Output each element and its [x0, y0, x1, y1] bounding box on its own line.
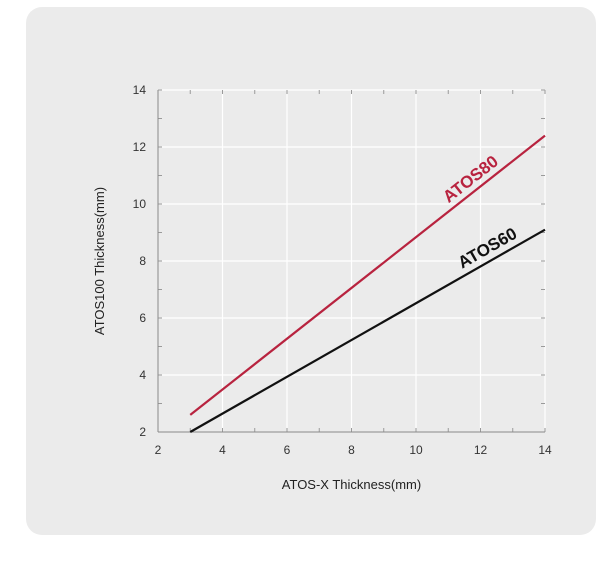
- y-tick-label: 14: [133, 83, 147, 97]
- series-lines: [189, 134, 546, 433]
- y-tick-label: 6: [139, 311, 146, 325]
- x-tick-label: 6: [284, 443, 291, 457]
- x-tick-label: 10: [409, 443, 423, 457]
- y-tick-label: 4: [139, 368, 146, 382]
- chart-grid: [158, 89, 546, 432]
- y-tick-label: 2: [139, 425, 146, 439]
- chart-axes: [157, 89, 546, 433]
- x-axis-title: ATOS-X Thickness(mm): [282, 477, 421, 492]
- y-tick-label: 10: [133, 197, 147, 211]
- x-tick-label: 2: [155, 443, 162, 457]
- y-tick-label: 12: [133, 140, 147, 154]
- series-line-atos80: [189, 134, 546, 416]
- y-tick-label: 8: [139, 254, 146, 268]
- y-axis-title: ATOS100 Thickness(mm): [92, 187, 107, 335]
- x-tick-label: 12: [474, 443, 488, 457]
- series-label-atos80: ATOS80: [439, 152, 501, 207]
- x-tick-label: 4: [219, 443, 226, 457]
- series-line-atos60: [189, 228, 546, 433]
- x-tick-label: 14: [538, 443, 552, 457]
- x-tick-label: 8: [348, 443, 355, 457]
- tick-labels: 2 4 6 8 10 12 14 2 4 6 8 10 12 14: [133, 83, 552, 457]
- chart-card: [26, 7, 596, 535]
